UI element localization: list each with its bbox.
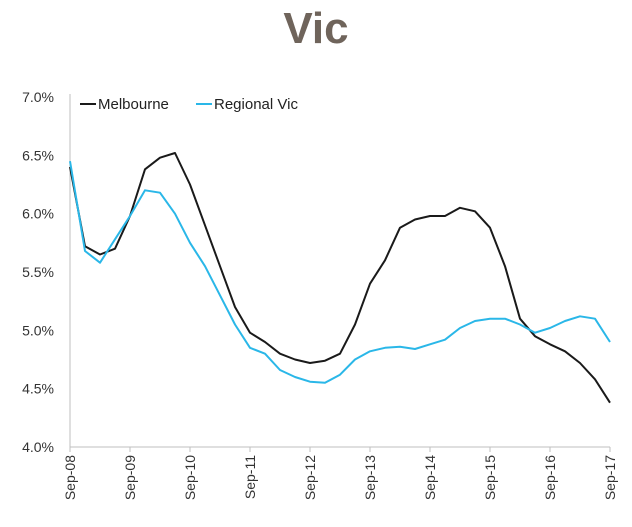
x-tick-label: Sep-16 xyxy=(542,455,558,500)
y-tick-label: 5.0% xyxy=(22,322,54,338)
y-tick-label: 5.5% xyxy=(22,264,54,280)
series-line-1 xyxy=(69,161,611,384)
legend-label-1: Regional Vic xyxy=(214,96,298,113)
series-line-0 xyxy=(69,152,611,404)
chart-axes xyxy=(69,94,610,448)
chart-title: Vic xyxy=(283,4,349,53)
y-tick-label: 7.0% xyxy=(22,89,54,105)
x-axis-ticks: Sep-08 Sep-09 Sep-10 Sep-11 Sep-12 Sep-13 Sep-… xyxy=(62,447,618,500)
x-tick-label: Sep-15 xyxy=(482,455,498,500)
x-tick-label: Sep-11 xyxy=(242,455,258,499)
x-tick-label: Sep-17 xyxy=(602,455,618,500)
x-tick-label: Sep-13 xyxy=(362,455,378,500)
x-tick-label: Sep-14 xyxy=(422,455,438,500)
y-tick-label: 6.0% xyxy=(22,206,54,222)
x-tick-label: Sep-10 xyxy=(182,455,198,500)
y-tick-label: 4.0% xyxy=(22,439,54,455)
chart-series xyxy=(69,152,611,404)
x-tick-label: Sep-09 xyxy=(122,455,138,500)
legend-label-0: Melbourne xyxy=(98,96,169,113)
y-axis-ticks: 4.0% 4.5% 5.0% 5.5% 6.0% 6.5% 7.0% xyxy=(22,89,54,455)
y-tick-label: 6.5% xyxy=(22,147,54,163)
x-tick-label: Sep-08 xyxy=(62,455,78,500)
y-tick-label: 4.5% xyxy=(22,381,54,397)
x-tick-label: Sep-12 xyxy=(302,455,318,500)
chart-legend: Melbourne Regional Vic xyxy=(80,96,298,113)
